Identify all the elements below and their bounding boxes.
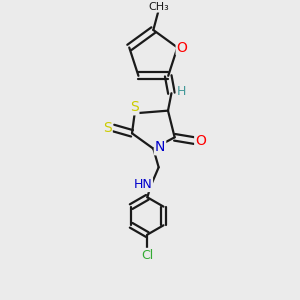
Text: N: N — [155, 140, 165, 154]
Text: S: S — [103, 121, 112, 135]
Text: CH₃: CH₃ — [148, 2, 169, 12]
Text: O: O — [195, 134, 206, 148]
Text: Cl: Cl — [141, 249, 154, 262]
Text: O: O — [177, 40, 188, 55]
Text: S: S — [130, 100, 138, 114]
Text: H: H — [177, 85, 186, 98]
Text: HN: HN — [133, 178, 152, 191]
